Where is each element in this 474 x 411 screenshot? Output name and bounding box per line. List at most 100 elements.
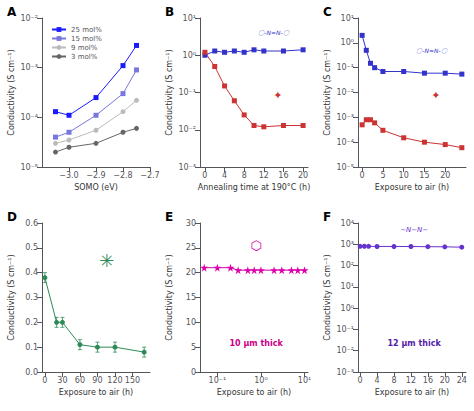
svg-text:0.6: 0.6 — [25, 219, 38, 228]
svg-text:Exposure to air (h): Exposure to air (h) — [375, 388, 449, 397]
svg-text:Conductivity (S cm⁻¹): Conductivity (S cm⁻¹) — [7, 49, 16, 135]
svg-text:A: A — [7, 5, 17, 19]
svg-text:90: 90 — [92, 376, 102, 385]
svg-text:0.2: 0.2 — [25, 318, 38, 327]
svg-text:25 mol%: 25 mol% — [71, 26, 102, 34]
svg-text:30: 30 — [57, 376, 67, 385]
svg-text:−3.0: −3.0 — [59, 171, 78, 180]
svg-text:24: 24 — [457, 376, 467, 385]
svg-text:10⁻¹: 10⁻¹ — [336, 325, 354, 334]
svg-text:12 μm thick: 12 μm thick — [388, 339, 442, 348]
svg-text:10: 10 — [399, 171, 409, 180]
svg-text:Conductivity (S cm⁻¹): Conductivity (S cm⁻¹) — [7, 254, 16, 340]
svg-text:C: C — [323, 5, 332, 19]
svg-text:15 mol%: 15 mol% — [71, 35, 102, 43]
svg-text:F: F — [323, 210, 331, 224]
svg-text:10¹: 10¹ — [183, 14, 196, 23]
svg-text:12: 12 — [259, 171, 269, 180]
svg-text:〇-N=N-〇: 〇-N=N-〇 — [258, 29, 289, 36]
svg-text:〇-N=N-〇: 〇-N=N-〇 — [416, 47, 447, 54]
svg-text:10⁻¹: 10⁻¹ — [336, 63, 354, 72]
svg-text:10: 10 — [186, 318, 196, 327]
svg-text:30: 30 — [186, 219, 196, 228]
svg-text:15: 15 — [419, 171, 429, 180]
svg-text:25: 25 — [186, 243, 196, 252]
svg-text:10⁻¹: 10⁻¹ — [178, 88, 196, 97]
svg-text:8: 8 — [242, 171, 247, 180]
svg-text:10⁰: 10⁰ — [254, 376, 267, 385]
svg-text:10⁻²: 10⁻² — [20, 14, 38, 23]
svg-text:0.5: 0.5 — [25, 243, 38, 252]
svg-text:Conductivity (S cm⁻¹): Conductivity (S cm⁻¹) — [323, 49, 332, 135]
svg-text:10⁻³: 10⁻³ — [336, 113, 354, 122]
svg-text:SOMO (eV): SOMO (eV) — [74, 183, 118, 192]
svg-text:10⁻⁵: 10⁻⁵ — [20, 163, 38, 172]
svg-text:10⁻²: 10⁻² — [178, 125, 196, 134]
svg-text:Conductivity (S cm⁻¹): Conductivity (S cm⁻¹) — [165, 49, 174, 135]
svg-text:E: E — [165, 210, 173, 224]
svg-text:✦: ✦ — [431, 89, 440, 102]
svg-text:60: 60 — [75, 376, 85, 385]
svg-text:0: 0 — [358, 376, 363, 385]
svg-text:0.0: 0.0 — [25, 368, 38, 377]
svg-text:−2.8: −2.8 — [113, 171, 132, 180]
svg-text:10⁻³: 10⁻³ — [178, 163, 196, 172]
svg-text:Annealing time at 190°C (h): Annealing time at 190°C (h) — [198, 183, 310, 192]
svg-text:10 μm thick: 10 μm thick — [230, 339, 284, 348]
svg-text:D: D — [7, 210, 17, 224]
svg-text:20: 20 — [298, 171, 308, 180]
svg-text:10¹: 10¹ — [298, 376, 311, 385]
svg-text:0.4: 0.4 — [25, 268, 38, 277]
svg-text:Conductivity (S cm⁻¹): Conductivity (S cm⁻¹) — [323, 254, 332, 340]
svg-text:0: 0 — [42, 376, 47, 385]
svg-text:10⁰: 10⁰ — [183, 51, 196, 60]
svg-text:Exposure to air (h): Exposure to air (h) — [217, 388, 291, 397]
svg-text:✳: ✳ — [99, 250, 114, 271]
svg-text:−2.9: −2.9 — [86, 171, 105, 180]
svg-text:10⁰: 10⁰ — [341, 304, 354, 313]
svg-text:4: 4 — [222, 171, 227, 180]
svg-text:10²: 10² — [341, 261, 354, 270]
svg-text:10⁻³: 10⁻³ — [20, 63, 38, 72]
svg-text:150: 150 — [125, 376, 140, 385]
svg-text:16: 16 — [423, 376, 433, 385]
svg-text:0.3: 0.3 — [25, 293, 38, 302]
svg-text:120: 120 — [107, 376, 122, 385]
svg-text:10¹: 10¹ — [341, 282, 354, 291]
svg-text:5: 5 — [380, 171, 385, 180]
svg-text:10⁰: 10⁰ — [341, 38, 354, 47]
svg-text:20: 20 — [440, 171, 450, 180]
svg-text:B: B — [165, 5, 174, 19]
svg-text:Exposure to air (h): Exposure to air (h) — [375, 183, 449, 192]
svg-text:10¹: 10¹ — [341, 14, 354, 23]
svg-text:15: 15 — [186, 293, 196, 302]
svg-text:10⁻⁵: 10⁻⁵ — [336, 163, 354, 172]
svg-text:0: 0 — [360, 171, 365, 180]
svg-text:8: 8 — [391, 376, 396, 385]
svg-text:5: 5 — [191, 343, 196, 352]
svg-text:12: 12 — [406, 376, 416, 385]
svg-text:0.1: 0.1 — [25, 343, 38, 352]
svg-text:0: 0 — [191, 368, 196, 377]
svg-text:10⁻⁴: 10⁻⁴ — [336, 138, 354, 147]
svg-text:20: 20 — [440, 376, 450, 385]
svg-text:10⁻³: 10⁻³ — [336, 368, 354, 377]
svg-text:10⁻⁴: 10⁻⁴ — [20, 113, 38, 122]
svg-text:10⁻²: 10⁻² — [336, 88, 354, 97]
svg-text:−2.7: −2.7 — [140, 171, 159, 180]
svg-text:~N~N~: ~N~N~ — [400, 226, 428, 234]
svg-text:10⁻¹: 10⁻¹ — [209, 376, 227, 385]
svg-text:10⁻²: 10⁻² — [336, 346, 354, 355]
svg-text:16: 16 — [278, 171, 288, 180]
svg-text:0: 0 — [202, 171, 207, 180]
svg-text:✦: ✦ — [273, 89, 282, 102]
svg-text:10⁴: 10⁴ — [341, 219, 354, 228]
svg-text:3 mol%: 3 mol% — [71, 53, 98, 61]
svg-text:Exposure to air (h): Exposure to air (h) — [59, 388, 133, 397]
svg-text:4: 4 — [375, 376, 380, 385]
svg-text:10³: 10³ — [341, 240, 354, 249]
svg-text:9 mol%: 9 mol% — [71, 44, 98, 52]
svg-text:Conductivity (S cm⁻¹): Conductivity (S cm⁻¹) — [165, 254, 174, 340]
svg-text:⬡: ⬡ — [250, 238, 261, 253]
svg-text:20: 20 — [186, 268, 196, 277]
